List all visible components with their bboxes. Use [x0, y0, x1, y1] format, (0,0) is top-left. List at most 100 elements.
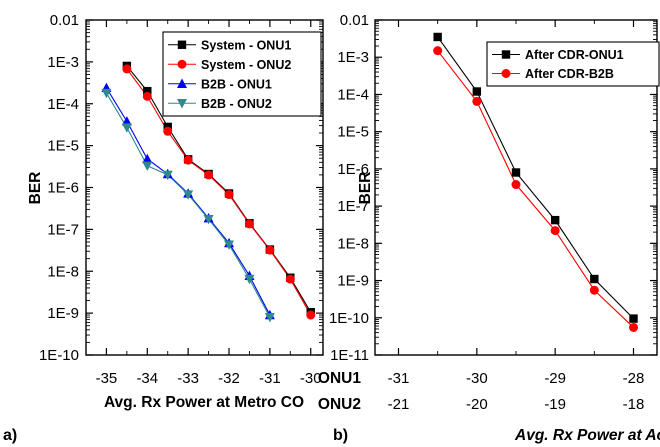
series-line-2 [437, 50, 634, 328]
y-tick-label: 1E-10 [329, 310, 369, 327]
data-point-series-3 [121, 116, 132, 126]
panel-b-plot-frame [374, 19, 658, 356]
data-point-series-1 [433, 32, 442, 42]
panel-b-y-tick-labels: 0.01 1E-3 1E-4 1E-5 1E-6 1E-7 1E-8 1E-9 1E-10 1E-… [329, 12, 369, 364]
panel-b-series-lines [437, 36, 634, 328]
legend-entry: After CDR-B2B [525, 67, 614, 81]
panel-a-x-axis-label: Avg. Rx Power at Metro CO [104, 394, 304, 411]
panel-b-x-axis-label: Avg. Rx Power at Access CO [514, 427, 660, 444]
data-point-series-2 [629, 322, 638, 332]
x-tick-label: -20 [466, 396, 488, 413]
data-point-series-4 [244, 274, 255, 285]
data-point-series-1 [511, 168, 521, 177]
y-tick-label: 1E-9 [47, 305, 79, 322]
panel-b-legend: After CDR-ONU1 After CDR-B2B [486, 41, 660, 87]
y-tick-label: 1E-5 [337, 124, 369, 141]
panel-a-markers [101, 61, 316, 323]
data-point-series-1 [629, 314, 638, 323]
panel-a-chart: 0.01 1E-3 1E-4 1E-5 1E-6 1E-7 1E-8 1E-9 1E-10 -3… [3, 12, 324, 444]
data-point-series-1 [550, 215, 560, 225]
data-point-series-4 [203, 214, 214, 225]
data-point-series-2 [511, 180, 521, 190]
legend-swatch-marker [177, 99, 187, 109]
data-point-series-4 [162, 170, 173, 181]
x-tick-label: -18 [623, 396, 645, 413]
panel-b-y-axis-label: BER [357, 172, 374, 205]
data-point-series-1 [472, 87, 482, 96]
x-tick-row-label: ONU2 [318, 396, 361, 413]
y-tick-label: 1E-8 [47, 263, 79, 280]
y-tick-label: 1E-3 [47, 54, 79, 71]
data-point-series-2 [183, 155, 193, 165]
data-point-series-2 [244, 219, 254, 229]
legend-entry: System - ONU2 [201, 58, 291, 72]
y-tick-label: 0.01 [340, 12, 369, 29]
data-point-series-1 [143, 86, 152, 96]
panel-a-label: a) [3, 427, 17, 444]
legend-swatch-marker [177, 59, 187, 69]
data-point-series-4 [142, 161, 153, 171]
data-point-series-4 [224, 240, 235, 250]
panel-a-x-tick-labels: -35 -34 -33 -32 -31 -30 [96, 370, 322, 387]
series-line-4 [105, 92, 271, 318]
y-tick-label: 1E-7 [337, 198, 369, 215]
y-tick-label: 1E-4 [47, 96, 79, 113]
data-point-series-2 [204, 170, 214, 180]
x-tick-label: -28 [623, 370, 645, 387]
y-tick-label: 1E-9 [337, 273, 369, 290]
panel-b-markers [433, 32, 638, 332]
data-point-series-1 [590, 274, 599, 284]
data-point-series-2 [265, 245, 275, 255]
panel-a-y-tick-labels: 0.01 1E-3 1E-4 1E-5 1E-6 1E-7 1E-8 1E-9 1E-10 [39, 12, 79, 364]
data-point-series-4 [183, 190, 194, 200]
legend-box [162, 31, 322, 117]
y-tick-label: 1E-5 [47, 138, 79, 155]
y-tick-label: 1E-8 [337, 235, 369, 252]
y-tick-label: 1E-7 [47, 221, 79, 238]
data-point-series-2 [589, 285, 599, 295]
series-line-1 [437, 36, 634, 319]
data-point-series-4 [121, 123, 132, 133]
legend-box [486, 41, 660, 87]
x-tick-label: -31 [259, 370, 281, 387]
panel-b-label: b) [333, 427, 348, 444]
data-point-series-2 [472, 96, 482, 106]
legend-swatch-marker [501, 50, 511, 59]
y-tick-label: 1E-3 [337, 49, 369, 66]
y-tick-label: 1E-11 [330, 347, 369, 364]
y-tick-label: 1E-6 [337, 161, 369, 178]
x-tick-label: -21 [388, 396, 410, 413]
x-tick-label: -29 [544, 370, 566, 387]
legend-entry: After CDR-ONU1 [525, 48, 624, 62]
panel-a-y-axis-label: BER [27, 172, 44, 205]
x-tick-row-label: ONU1 [318, 370, 361, 387]
data-point-series-3 [142, 153, 153, 164]
data-point-series-2 [142, 91, 152, 101]
data-point-series-4 [264, 312, 275, 323]
x-tick-label: -32 [218, 370, 240, 387]
data-point-series-2 [306, 310, 316, 320]
panel-b-chart: 0.01 1E-3 1E-4 1E-5 1E-6 1E-7 1E-8 1E-9 1E-10 1E-… [318, 12, 660, 444]
y-tick-label: 1E-10 [39, 347, 79, 364]
data-point-series-2 [285, 274, 295, 284]
legend-swatch-marker [177, 40, 187, 49]
legend-swatch-marker [177, 78, 187, 88]
x-tick-label: -31 [388, 370, 410, 387]
legend-entry: B2B - ONU1 [201, 77, 272, 91]
data-point-series-2 [163, 126, 173, 136]
x-tick-label: -30 [466, 370, 488, 387]
panel-b-x-tick-labels: ONU1 -31 -30 -29 -28 ONU2 -21 -20 -19 -18 [318, 370, 644, 413]
legend-entry: System - ONU1 [201, 38, 291, 52]
panel-a-legend: System - ONU1 System - ONU2 B2B - ONU1 B2B … [162, 31, 322, 117]
series-line-3 [105, 87, 271, 316]
data-point-series-2 [550, 226, 560, 236]
series-line-2 [126, 68, 312, 316]
y-tick-label: 0.01 [50, 12, 79, 29]
panel-a-plot-frame [85, 19, 324, 356]
data-point-series-4 [101, 88, 112, 99]
x-tick-label: -30 [300, 370, 322, 387]
y-tick-label: 1E-6 [47, 180, 79, 197]
data-point-series-2 [122, 64, 132, 74]
legend-entry: B2B - ONU2 [201, 97, 272, 111]
